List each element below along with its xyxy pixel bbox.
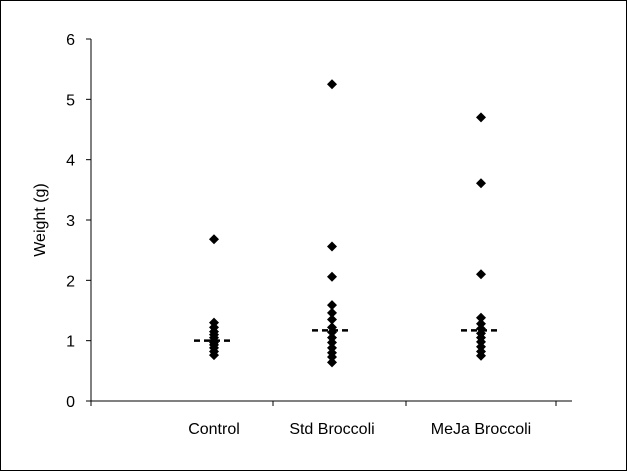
- y-tick-label: 0: [66, 394, 75, 411]
- data-point: [327, 314, 337, 325]
- y-tick-label: 5: [66, 92, 75, 109]
- x-category-label: Control: [188, 421, 240, 438]
- data-point: [327, 351, 337, 362]
- data-point: [209, 234, 219, 245]
- data-point: [476, 269, 486, 280]
- data-point: [327, 271, 337, 282]
- y-tick-label: 2: [66, 273, 75, 290]
- y-axis-title: Weight (g): [32, 183, 49, 257]
- y-tick-label: 3: [66, 213, 75, 230]
- data-point: [327, 307, 337, 318]
- x-category-label: Std Broccoli: [289, 421, 374, 438]
- data-point: [476, 312, 486, 323]
- data-point: [327, 79, 337, 90]
- x-category-label: MeJa Broccoli: [431, 421, 531, 438]
- y-tick-labels: 0 1 2 3 4 5 6: [66, 32, 75, 411]
- data-point: [327, 300, 337, 311]
- data-point: [476, 112, 486, 123]
- data-points: [209, 79, 486, 368]
- y-tick-label: 6: [66, 32, 75, 49]
- data-point: [327, 357, 337, 368]
- data-point: [327, 337, 337, 348]
- x-category-labels: Control Std Broccoli MeJa Broccoli: [188, 421, 531, 438]
- data-point: [327, 241, 337, 252]
- data-point: [476, 178, 486, 189]
- axes: [86, 38, 572, 406]
- data-point: [209, 350, 219, 361]
- data-point: [476, 350, 486, 361]
- y-tick-label: 4: [66, 153, 75, 170]
- mean-lines: [194, 329, 501, 342]
- y-tick-label: 1: [66, 334, 75, 351]
